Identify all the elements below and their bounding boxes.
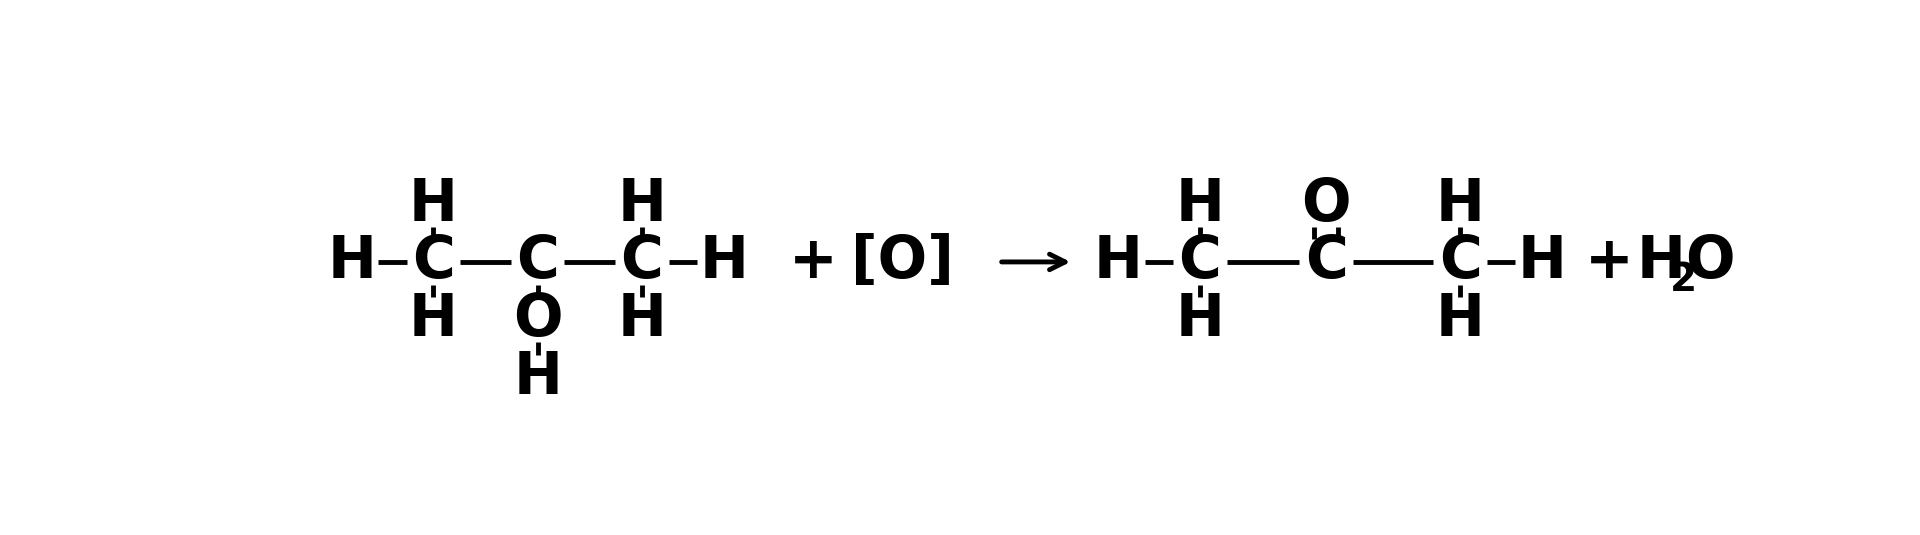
Text: [O]: [O] bbox=[851, 233, 954, 291]
Text: H: H bbox=[1517, 233, 1567, 291]
Text: O: O bbox=[1686, 233, 1736, 291]
Text: C: C bbox=[413, 233, 455, 291]
Text: O: O bbox=[1302, 176, 1352, 233]
Text: H: H bbox=[1636, 233, 1686, 291]
Text: H: H bbox=[1436, 291, 1484, 348]
Text: H: H bbox=[618, 291, 666, 348]
Text: C: C bbox=[1306, 233, 1348, 291]
Text: H: H bbox=[326, 233, 376, 291]
Text: H: H bbox=[699, 233, 749, 291]
Text: H: H bbox=[513, 349, 563, 406]
Text: +: + bbox=[1584, 233, 1634, 291]
Text: H: H bbox=[1175, 291, 1225, 348]
Text: H: H bbox=[1094, 233, 1142, 291]
Text: H: H bbox=[618, 176, 666, 233]
Text: C: C bbox=[1438, 233, 1482, 291]
Text: C: C bbox=[1179, 233, 1221, 291]
Text: C: C bbox=[516, 233, 559, 291]
Text: C: C bbox=[620, 233, 662, 291]
Text: O: O bbox=[513, 291, 563, 348]
Text: H: H bbox=[409, 176, 457, 233]
Text: H: H bbox=[1436, 176, 1484, 233]
Text: H: H bbox=[1175, 176, 1225, 233]
Text: 2: 2 bbox=[1670, 262, 1697, 300]
Text: +: + bbox=[789, 233, 837, 291]
Text: H: H bbox=[409, 291, 457, 348]
